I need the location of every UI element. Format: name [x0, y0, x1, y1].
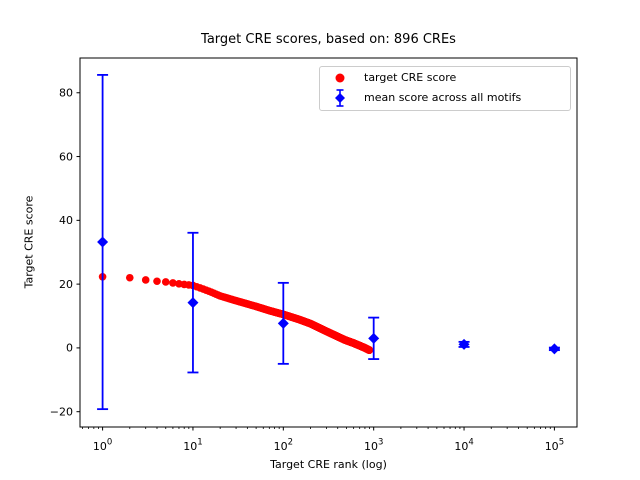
target-score-point — [161, 278, 170, 286]
mean-score-errorbar — [548, 343, 560, 355]
legend-item-mean-score: mean score across all motifs — [320, 88, 570, 108]
x-tick-label: 101 — [183, 438, 202, 454]
y-tick-label: 80 — [59, 87, 73, 100]
x-axis-label: Target CRE rank (log) — [270, 458, 387, 471]
mean-score-diamond — [277, 317, 289, 329]
target-score-series — [98, 272, 374, 354]
mean-score-errorbar — [187, 231, 199, 374]
target-score-point — [365, 346, 374, 354]
x-axis-ticks: 100 101 102 103 104 105 — [82, 427, 564, 454]
mean-score-diamond — [368, 332, 380, 344]
target-score-point — [125, 273, 134, 282]
legend-label-target-score: target CRE score — [364, 71, 457, 84]
mean-score-diamond — [548, 343, 560, 355]
y-tick-label: −20 — [50, 405, 73, 418]
x-tick-label: 102 — [274, 438, 293, 454]
mean-score-errorbar — [277, 281, 289, 365]
mean-score-diamond — [97, 236, 109, 248]
y-axis-label: Target CRE score — [22, 195, 36, 289]
y-tick-label: 40 — [59, 214, 73, 227]
y-tick-label: 0 — [66, 342, 73, 355]
y-tick-label: 20 — [59, 278, 73, 291]
legend-item-target-score: target CRE score — [320, 68, 570, 88]
target-score-point — [141, 276, 150, 284]
mean-score-diamond — [458, 338, 470, 350]
target-score-point — [153, 277, 161, 286]
blue-diamond-errorbar-marker-icon — [332, 88, 348, 108]
target-score-point — [169, 279, 177, 287]
mean-score-errorbar — [458, 338, 470, 350]
mean-score-errorbar — [97, 74, 109, 411]
x-tick-label: 100 — [93, 438, 112, 454]
chart-title: Target CRE scores, based on: 896 CREs — [201, 32, 456, 47]
legend-label-mean-score: mean score across all motifs — [364, 91, 522, 104]
y-axis-ticks: −20 0 20 40 60 80 — [50, 87, 80, 418]
x-tick-label: 105 — [545, 438, 564, 454]
mean-score-diamond — [187, 297, 199, 309]
x-tick-label: 104 — [454, 438, 473, 454]
mean-score-series — [97, 74, 560, 411]
x-tick-label: 103 — [364, 438, 383, 454]
legend: target CRE score mean score across all m… — [319, 66, 571, 111]
red-circle-marker-icon — [332, 70, 348, 86]
axes-spines — [79, 57, 578, 428]
y-tick-label: 60 — [59, 150, 73, 163]
mean-score-errorbar — [368, 316, 380, 360]
